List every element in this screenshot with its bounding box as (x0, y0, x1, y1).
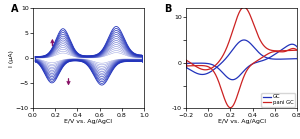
X-axis label: E/V vs. Ag/AgCl: E/V vs. Ag/AgCl (218, 119, 266, 124)
Text: A: A (11, 4, 18, 14)
X-axis label: E/V vs. Ag/AgCl: E/V vs. Ag/AgCl (64, 119, 112, 124)
Text: B: B (164, 4, 171, 14)
Legend: GC, pani GC: GC, pani GC (262, 93, 296, 107)
Y-axis label: I (μA): I (μA) (9, 50, 14, 67)
